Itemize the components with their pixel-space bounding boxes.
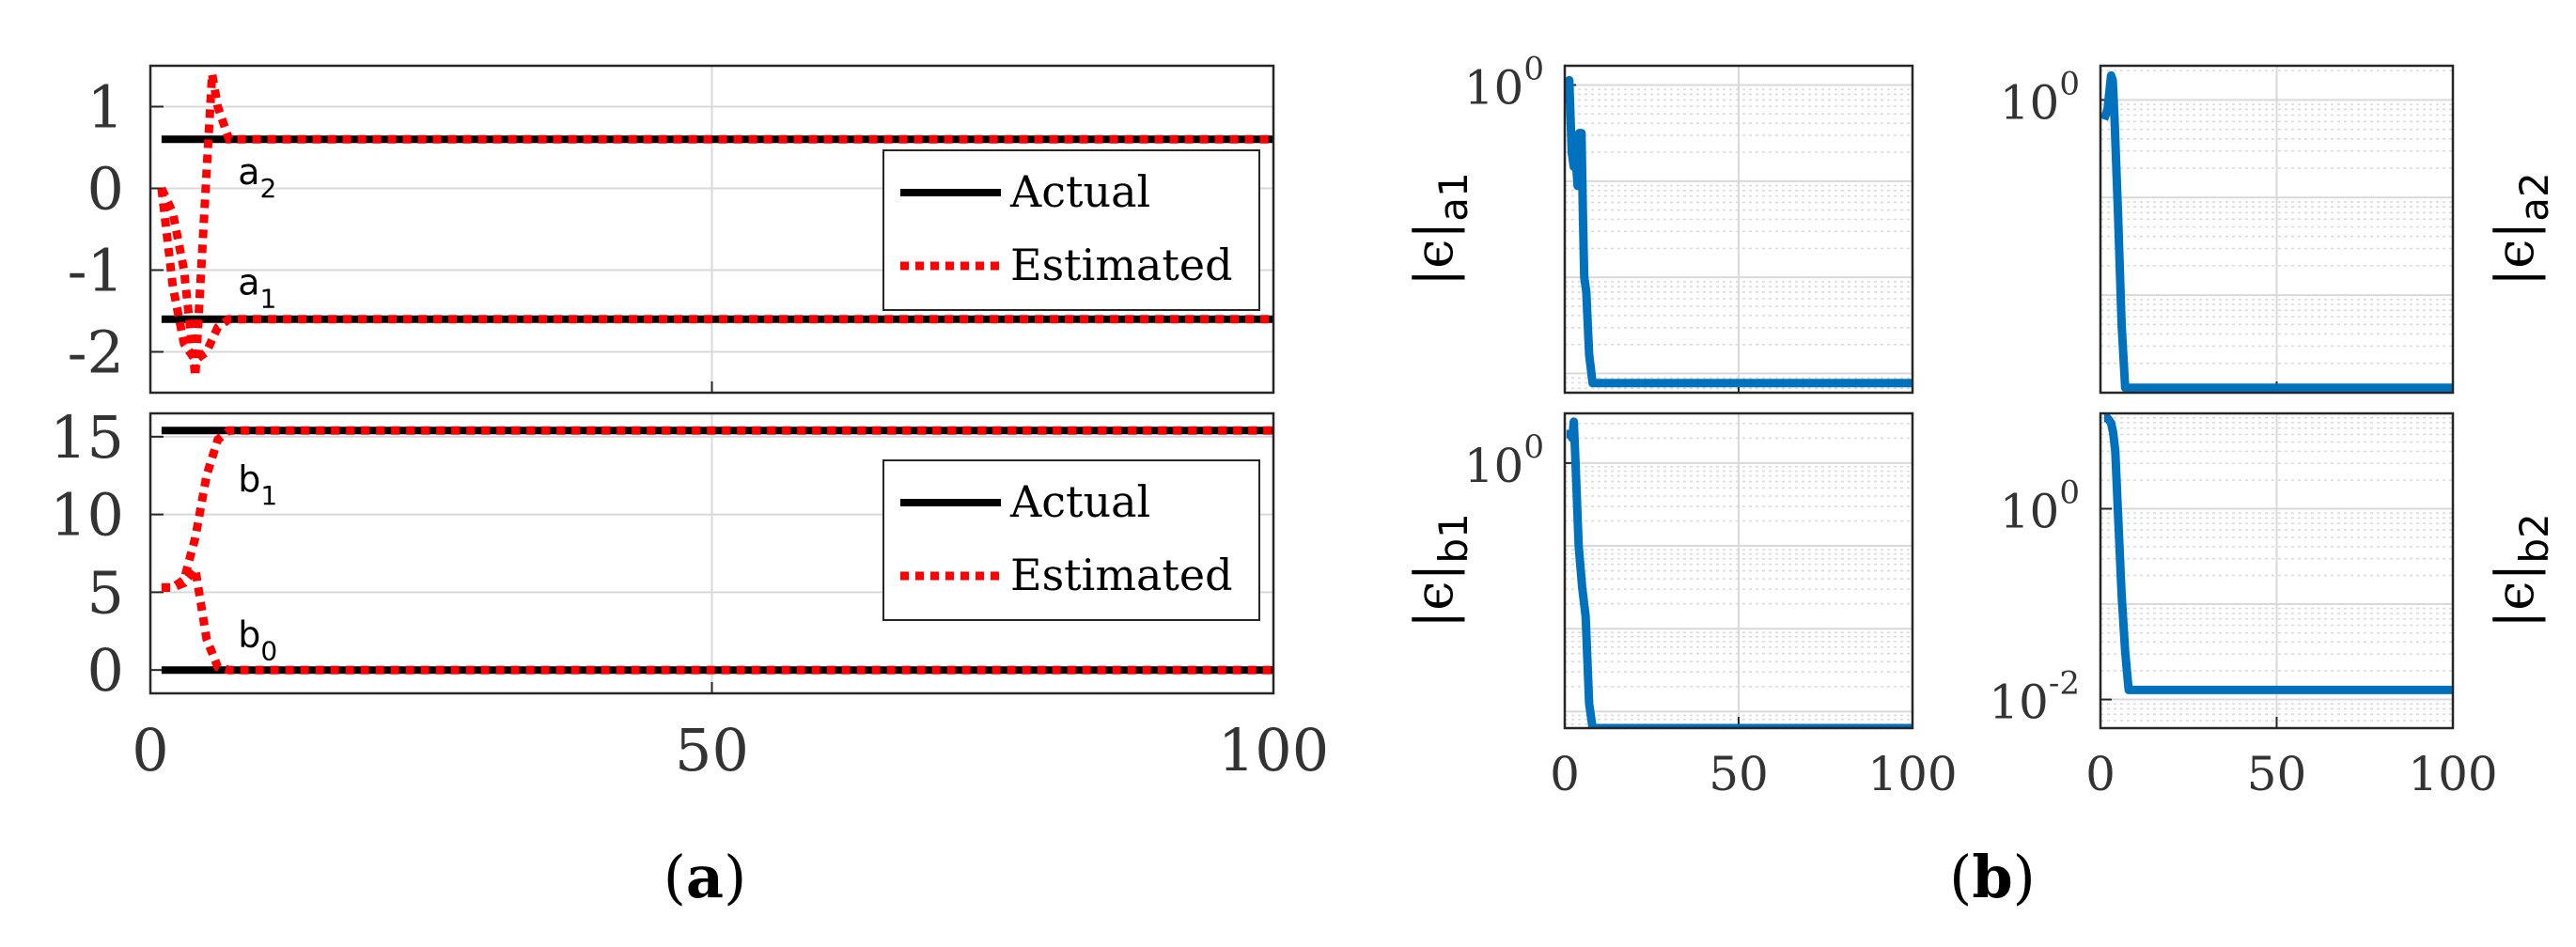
x-tick-label: 50 xyxy=(2247,747,2307,801)
series-line-2 xyxy=(157,72,1273,378)
series-line-3 xyxy=(161,558,1273,675)
y-tick-label: 1 xyxy=(87,73,124,142)
y-tick-base: 10 xyxy=(2000,75,2060,130)
y-tick-label: 0 xyxy=(87,155,124,224)
series-line-3 xyxy=(157,187,1273,366)
annotation-subscript: 1 xyxy=(260,480,277,511)
axes-box xyxy=(148,411,1275,695)
caption-letter: a xyxy=(686,843,724,911)
x-tick-label: 0 xyxy=(2085,747,2115,801)
y-tick-label: 100 xyxy=(2000,65,2080,130)
axes-box xyxy=(2099,64,2455,395)
y-tick-base: 10 xyxy=(1464,60,1524,115)
annotation-subscript: 2 xyxy=(260,173,277,204)
annotation-subscript: 1 xyxy=(260,284,277,315)
series-annotation: a1 xyxy=(238,262,276,315)
legend-label-actual: Actual xyxy=(1009,476,1150,527)
axes-box xyxy=(148,64,1275,395)
legend-label-estimated: Estimated xyxy=(1010,240,1233,290)
y-tick-exponent: 0 xyxy=(2059,65,2080,102)
caption-letter: b xyxy=(1972,843,2012,911)
axes-box xyxy=(1563,64,1914,395)
y-tick-exponent: -2 xyxy=(2049,665,2080,703)
caption-paren-close: ) xyxy=(724,843,746,911)
legend-box xyxy=(882,149,1260,311)
y-axis-label-symbol: |ϵ| xyxy=(1404,564,1465,629)
x-tick-label: 100 xyxy=(1867,747,1957,801)
x-tick-label: 50 xyxy=(675,716,749,784)
chart-b-eps-a1: 100 |ϵ|a1 xyxy=(1404,50,1914,395)
y-axis-label-subscript: b1 xyxy=(1430,513,1476,563)
y-tick-base: 10 xyxy=(2000,485,2060,539)
x-tick-label: 0 xyxy=(1550,747,1580,801)
series-group xyxy=(157,72,1273,378)
y-axis-label-subscript: a2 xyxy=(2511,172,2557,221)
y-tick-label: 100 xyxy=(1464,50,1544,115)
x-tick-label: 0 xyxy=(132,716,168,784)
y-axis-label: |ϵ|a1 xyxy=(1404,172,1476,287)
legend: Actual Estimated xyxy=(882,459,1260,621)
y-tick-exponent: 0 xyxy=(2059,474,2080,512)
series-annotation: b0 xyxy=(238,613,277,666)
series-group xyxy=(161,426,1273,675)
legend: Actual Estimated xyxy=(882,149,1260,311)
y-tick-label: -2 xyxy=(68,318,124,387)
series-line-0 xyxy=(1565,75,1912,388)
x-tick-label: 100 xyxy=(2408,747,2497,801)
series-line-0 xyxy=(2100,70,2453,393)
y-tick-label: 10 xyxy=(50,481,124,550)
caption-paren-open: ( xyxy=(664,843,686,911)
series-annotation: a2 xyxy=(238,151,276,204)
y-axis-label: |ϵ|b2 xyxy=(2485,513,2557,629)
y-tick-label: 15 xyxy=(50,403,124,472)
y-tick-exponent: 0 xyxy=(1523,50,1544,87)
chart-b-eps-a2: 100 |ϵ|a2 xyxy=(2000,64,2557,395)
caption-paren-open: ( xyxy=(1949,843,1972,911)
y-axis-label-subscript: b2 xyxy=(2511,513,2557,563)
axes-box xyxy=(1563,411,1914,730)
annotation-letter: a xyxy=(238,262,259,303)
y-tick-label: 100 xyxy=(1464,428,1544,493)
caption-a: (a) xyxy=(664,843,747,911)
legend-label-actual: Actual xyxy=(1009,166,1150,217)
series-group xyxy=(2100,70,2453,393)
x-tick-label: 50 xyxy=(1709,747,1769,801)
legend-box xyxy=(882,459,1260,621)
annotation-letter: b xyxy=(238,458,260,500)
annotation-letter: a xyxy=(238,151,259,193)
y-axis-label-symbol: |ϵ| xyxy=(2485,564,2546,629)
y-tick-base: 10 xyxy=(1989,675,2049,730)
y-tick-label: 100 xyxy=(2000,474,2080,539)
series-group xyxy=(2103,413,2453,694)
y-tick-label: 0 xyxy=(87,636,124,705)
axes-box xyxy=(2099,411,2455,730)
y-axis-label-subscript: a1 xyxy=(1430,172,1476,221)
y-tick-label: 10-2 xyxy=(1989,665,2080,730)
y-axis-label: |ϵ|b1 xyxy=(1404,513,1476,629)
y-axis-label: |ϵ|a2 xyxy=(2485,172,2557,287)
series-line-0 xyxy=(2103,413,2453,694)
y-tick-base: 10 xyxy=(1464,439,1524,493)
y-tick-label: 5 xyxy=(87,558,124,627)
annotation-subscript: 0 xyxy=(260,635,277,666)
y-tick-exponent: 0 xyxy=(1523,428,1544,466)
y-axis-label-symbol: |ϵ| xyxy=(1404,222,1465,287)
series-annotation: b1 xyxy=(238,458,277,511)
annotation-letter: b xyxy=(238,613,260,655)
x-tick-label: 100 xyxy=(1218,716,1329,784)
caption-paren-close: ) xyxy=(2013,843,2036,911)
series-group xyxy=(1566,417,1912,728)
y-axis-label-symbol: |ϵ| xyxy=(2485,222,2546,287)
caption-b: (b) xyxy=(1949,843,2036,911)
series-group xyxy=(1565,75,1912,388)
legend-label-estimated: Estimated xyxy=(1010,550,1233,600)
series-line-2 xyxy=(161,426,1273,592)
series-line-0 xyxy=(1566,417,1912,728)
y-tick-label: -1 xyxy=(68,237,124,305)
